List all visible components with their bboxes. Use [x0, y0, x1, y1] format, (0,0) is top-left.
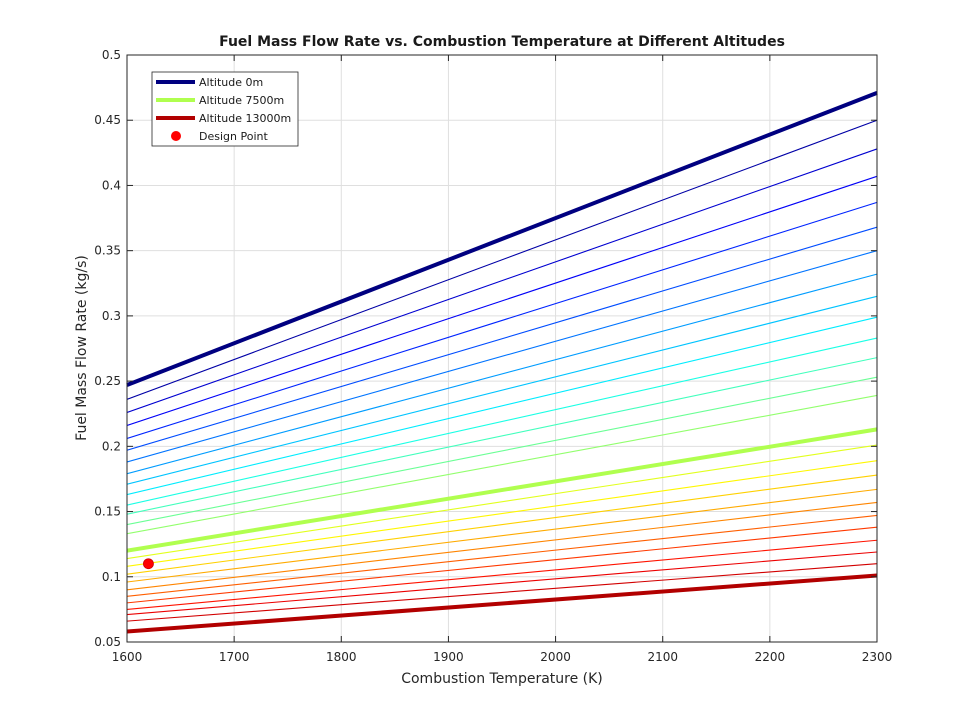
series-line: [126, 119, 878, 400]
y-axis-ticks: 0.05 0.1 0.15 0.2 0.25 0.3 0.35 0.4 0.45 0.5: [94, 48, 877, 649]
legend-marker: [171, 131, 181, 141]
series-line: [126, 474, 878, 575]
y-tick-label: 0.45: [94, 113, 121, 127]
x-tick-label: 2300: [862, 650, 893, 664]
series-line: [126, 539, 878, 610]
x-axis-label: Combustion Temperature (K): [401, 671, 603, 687]
legend-label: Design Point: [199, 130, 268, 143]
series-line: [126, 394, 878, 535]
legend-label: Altitude 0m: [199, 76, 263, 89]
series-line: [126, 201, 878, 440]
series-line: [126, 501, 878, 591]
y-tick-label: 0.15: [94, 505, 121, 519]
series-lines: [126, 90, 878, 634]
y-axis-label: Fuel Mass Flow Rate (kg/s): [74, 255, 90, 441]
series-line: [126, 573, 878, 634]
x-tick-label: 1700: [219, 650, 250, 664]
x-tick-label: 2000: [540, 650, 571, 664]
y-tick-label: 0.2: [102, 439, 121, 453]
y-tick-label: 0.25: [94, 374, 121, 388]
series-line: [126, 563, 878, 622]
series-line: [126, 250, 878, 463]
series-line: [126, 551, 878, 616]
y-tick-label: 0.4: [102, 178, 121, 192]
x-tick-label: 1900: [433, 650, 464, 664]
series-line: [126, 357, 878, 515]
legend: Altitude 0m Altitude 7500m Altitude 13000m…: [151, 71, 299, 147]
series-line: [126, 295, 878, 485]
series-line: [126, 376, 878, 526]
legend-label: Altitude 7500m: [199, 94, 284, 107]
series-line: [126, 427, 878, 553]
series-line: [126, 226, 878, 451]
series-line: [126, 316, 878, 496]
design-point-marker: [143, 558, 154, 570]
y-tick-label: 0.1: [102, 570, 121, 584]
x-axis-ticks: 1600 1700 1800 1900 2000 2100 2200 2300: [112, 55, 893, 664]
series-line: [126, 514, 878, 597]
series-line: [126, 337, 878, 506]
chart-title: Fuel Mass Flow Rate vs. Combustion Tempe…: [219, 34, 785, 50]
y-tick-label: 0.3: [102, 309, 121, 323]
x-tick-label: 1800: [326, 650, 357, 664]
series-line: [126, 90, 878, 387]
y-tick-label: 0.05: [94, 635, 121, 649]
x-tick-label: 2100: [647, 650, 678, 664]
x-tick-label: 1600: [112, 650, 143, 664]
legend-label: Altitude 13000m: [199, 112, 291, 125]
axes-box: [126, 54, 878, 643]
y-tick-label: 0.5: [102, 48, 121, 62]
series-line: [126, 444, 878, 560]
data-points: [143, 558, 154, 570]
series-line: [126, 273, 878, 475]
series-line: [126, 526, 878, 604]
series-line: [126, 175, 878, 426]
y-tick-label: 0.35: [94, 244, 121, 258]
x-tick-label: 2200: [755, 650, 786, 664]
series-line: [126, 460, 878, 567]
plot-area: [127, 55, 877, 642]
series-line: [126, 148, 878, 413]
series-line: [126, 488, 878, 583]
